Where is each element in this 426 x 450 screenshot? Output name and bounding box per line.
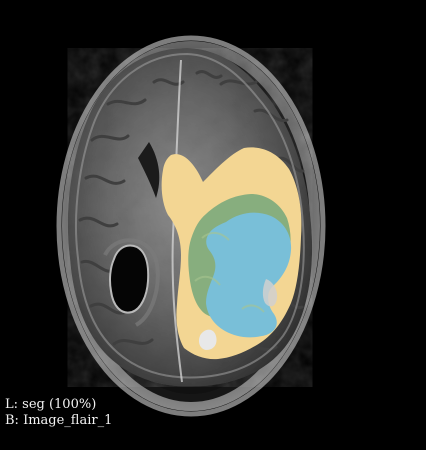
base-layer-text: B: Image_flair_1 (5, 413, 113, 428)
label-layer-text: L: seg (100%) (5, 397, 97, 412)
lesion-bright-patch (262, 279, 278, 307)
segmentation-edge-detail (194, 232, 265, 313)
lateral-ventricle (109, 244, 150, 314)
midline-falx (171, 59, 183, 383)
periventricular-signal (103, 238, 160, 327)
segmentation-enhancing-region (206, 212, 292, 338)
cortex-rim (75, 52, 305, 379)
scalp-ring (62, 41, 320, 411)
bright-focus (198, 329, 217, 350)
frontal-horn (138, 142, 160, 198)
layer-info-overlay: L: seg (100%) B: Image_flair_1 (5, 397, 112, 429)
